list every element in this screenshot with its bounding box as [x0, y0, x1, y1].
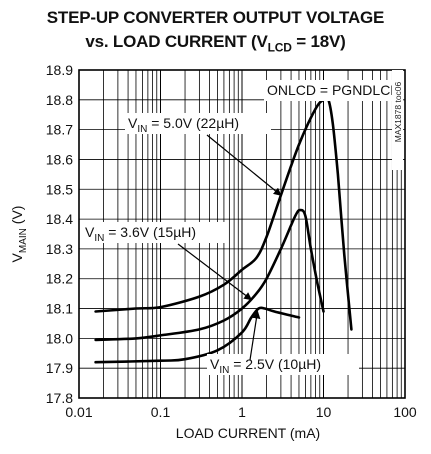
annotation-sub: IN	[94, 233, 104, 244]
y-axis-label: VMAIN (V)	[9, 206, 29, 263]
subtitle-subscript: LCD	[267, 40, 292, 55]
watermark-bg	[392, 70, 403, 170]
annotation-v: V	[85, 224, 95, 240]
chart-subtitle: vs. LOAD CURRENT (VLCD = 18V)	[0, 32, 431, 54]
y-tick-label: 18.9	[46, 62, 73, 78]
y-tick-label: 18.8	[46, 92, 73, 108]
y-tick-label: 17.9	[46, 360, 73, 376]
annotation-arrow	[249, 310, 261, 361]
y-axis-label-main: V	[9, 252, 25, 262]
annotation-text: = 2.5V (10µH)	[229, 356, 321, 372]
annotation-bg	[82, 222, 228, 243]
y-tick-label: 18.0	[46, 330, 73, 346]
plot-frame	[78, 69, 406, 399]
plot-border	[78, 69, 406, 399]
annotation-v: V	[210, 356, 220, 372]
annotation-bg	[264, 80, 398, 101]
annotation-text: = 3.6V (15µH)	[104, 224, 196, 240]
annotation-sub: IN	[219, 365, 229, 376]
y-tick-label: 18.2	[46, 271, 73, 287]
annotation-v: V	[128, 115, 138, 131]
y-tick-label: 18.5	[46, 181, 73, 197]
series-line	[94, 306, 301, 364]
annotation-sub: IN	[137, 124, 147, 135]
y-axis-label-unit: (V)	[9, 206, 25, 229]
annotation-label: VIN = 3.6V (15µH)	[85, 224, 196, 244]
annotation-text: = 5.0V (22µH)	[147, 115, 239, 131]
y-tick-label: 18.7	[46, 122, 73, 138]
y-tick-label: 18.6	[46, 151, 73, 167]
series-line	[94, 208, 325, 342]
x-tick-label: 0.01	[65, 404, 92, 420]
axis-titles: LOAD CURRENT (mA)VMAIN (V)	[9, 206, 320, 441]
subtitle-suffix: = 18V)	[291, 32, 346, 51]
y-axis-label-sub: MAIN	[18, 228, 29, 253]
annotation-arrow	[206, 134, 282, 196]
subtitle-prefix: vs. LOAD CURRENT (V	[85, 32, 268, 51]
y-tick-label: 18.4	[46, 211, 73, 227]
annotation-label: VIN = 5.0V (22µH)	[128, 115, 239, 135]
y-tick-label: 18.1	[46, 301, 73, 317]
x-tick-label: 10	[316, 404, 332, 420]
x-tick-label: 1	[238, 404, 246, 420]
annotation-bg	[125, 113, 271, 134]
annotation-arrow	[177, 243, 253, 301]
x-tick-label: 100	[393, 404, 417, 420]
annotation-label: ONLCD = PGNDLCD	[267, 82, 400, 98]
annotation-bg	[207, 354, 359, 375]
x-tick-label: 0.1	[151, 404, 171, 420]
chart-title: STEP-UP CONVERTER OUTPUT VOLTAGE	[46, 8, 385, 27]
y-tick-label: 18.3	[46, 241, 73, 257]
x-axis-label: LOAD CURRENT (mA)	[176, 425, 320, 441]
axis-ticks: 0.01 0.1 1 10 100 17.8 17.9 18.0 18.1 18.2 18.3 18.…	[46, 62, 417, 420]
annotation-label: VIN = 2.5V (10µH)	[210, 356, 321, 376]
y-tick-label: 17.8	[46, 390, 73, 406]
watermark-label: MAX1878 toc06	[393, 81, 403, 142]
